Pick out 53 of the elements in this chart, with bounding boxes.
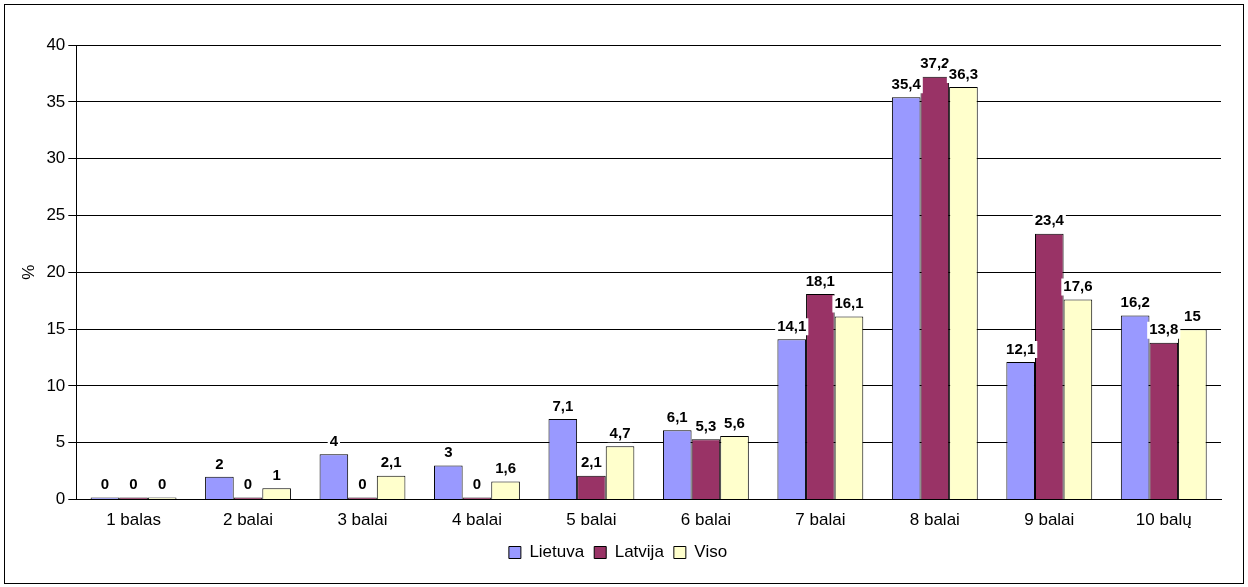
data-label: 16,2	[1120, 293, 1150, 311]
y-tick-label: 25	[46, 205, 66, 225]
legend-label: Viso	[694, 542, 728, 562]
data-label: 5,6	[724, 413, 745, 431]
data-label: 6,1	[666, 407, 688, 425]
x-tick-label: 1 balas	[106, 510, 161, 530]
legend-label: Lietuva	[529, 542, 585, 562]
data-label: 0	[358, 475, 367, 493]
data-label: 4	[329, 431, 339, 449]
data-label: 0	[472, 475, 482, 493]
y-tick-label: 20	[46, 261, 66, 281]
data-label: 16,1	[834, 294, 864, 312]
y-tick-label: 5	[55, 432, 66, 452]
x-tick-label: 10 balų	[1135, 510, 1192, 530]
data-label: 1,6	[495, 459, 516, 477]
x-tick-label: 3 balai	[337, 510, 388, 530]
data-label: 0	[100, 475, 110, 493]
data-label: 3	[444, 443, 453, 461]
data-label: 2,1	[380, 453, 402, 471]
data-label: 18,1	[805, 271, 835, 289]
x-tick-label: 2 balai	[222, 510, 274, 530]
data-label: 0	[129, 475, 138, 493]
data-label: 37,2	[920, 54, 950, 72]
data-label: 7,1	[552, 396, 574, 414]
data-label: 5,3	[695, 417, 717, 435]
data-label: 36,3	[948, 64, 979, 82]
data-label: 2,1	[580, 453, 602, 471]
legend-label: Latvija	[614, 542, 665, 562]
y-tick-label: 35	[46, 91, 66, 111]
data-label: 0	[243, 475, 253, 493]
data-label: 2	[215, 454, 224, 472]
data-label: 13,8	[1149, 320, 1179, 338]
data-label: 1	[272, 465, 281, 483]
data-label: 14,1	[777, 316, 807, 334]
x-tick-label: 4 balai	[451, 510, 503, 530]
data-label: 15	[1184, 306, 1201, 324]
data-label: 0	[157, 475, 167, 493]
data-label: 17,6	[1063, 277, 1093, 295]
y-tick-label: 10	[46, 375, 66, 395]
x-tick-label: 6 balai	[680, 510, 731, 530]
data-label: 4,7	[609, 423, 631, 441]
x-tick-label: 9 balai	[1024, 510, 1075, 530]
y-tick-label: 40	[46, 34, 66, 54]
data-label: 23,4	[1034, 211, 1065, 229]
x-tick-label: 5 balai	[566, 510, 617, 530]
x-tick-label: 7 balai	[795, 510, 846, 530]
data-label: 12,1	[1006, 339, 1036, 357]
y-tick-label: 0	[55, 489, 66, 509]
data-label: 35,4	[891, 74, 922, 92]
y-tick-label: 15	[46, 318, 66, 338]
y-tick-label: 30	[46, 148, 66, 168]
y-axis-title: %	[18, 264, 38, 280]
x-tick-label: 8 balai	[909, 510, 960, 530]
